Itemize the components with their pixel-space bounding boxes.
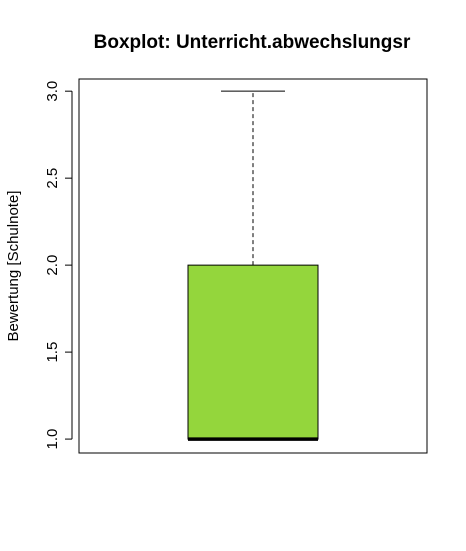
- box-group: [187, 90, 319, 441]
- y-tick-label: 3.0: [44, 81, 61, 102]
- y-tick-label: 2.5: [44, 168, 61, 189]
- y-tick-label: 2.0: [44, 255, 61, 276]
- plot-frame: [78, 78, 428, 454]
- y-axis: 1.0 1.5 2.0 2.5 3.0: [44, 81, 73, 450]
- y-tick-label: 1.0: [44, 429, 61, 450]
- iqr-box: [187, 264, 319, 440]
- y-tick-label: 1.5: [44, 342, 61, 363]
- y-axis-label: Bewertung [Schulnote]: [5, 191, 22, 342]
- chart-title: Boxplot: Unterricht.abwechslungsr: [94, 32, 411, 53]
